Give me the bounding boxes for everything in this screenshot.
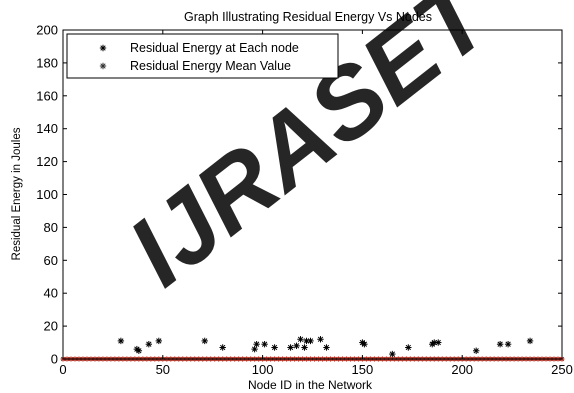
legend: Residual Energy at Each node Residual En… xyxy=(66,33,339,79)
x-tick-label: 150 xyxy=(352,362,374,377)
node-energy-point xyxy=(251,345,258,353)
node-energy-point xyxy=(253,340,260,348)
legend-entry-mean-value: Residual Energy Mean Value xyxy=(130,59,291,73)
node-energy-point xyxy=(201,337,208,345)
legend-marker-mean-value xyxy=(99,62,107,70)
node-energy-point xyxy=(293,342,300,350)
node-energy-point xyxy=(135,347,143,354)
legend-asterisk-mean-value xyxy=(99,62,107,70)
ticks-layer: 0 50 100 150 200 250 0 20 40 60 80 100 120 140 160 180 2… xyxy=(36,23,573,378)
node-energy-point xyxy=(261,340,268,348)
node-energy-point xyxy=(405,344,412,351)
node-energy-point xyxy=(287,344,294,351)
node-energy-point xyxy=(117,337,125,345)
y-tick-label: 40 xyxy=(44,286,58,301)
legend-box xyxy=(66,33,339,79)
node-energy-point xyxy=(271,344,278,351)
node-energy-point xyxy=(361,340,368,348)
x-tick-label: 250 xyxy=(551,362,573,377)
node-energy-point xyxy=(297,336,304,343)
node-energy-point xyxy=(526,337,534,345)
x-tick-label: 100 xyxy=(252,362,274,377)
node-energy-point xyxy=(504,340,512,348)
y-tick-label: 200 xyxy=(36,23,58,38)
node-energy-point xyxy=(496,340,504,348)
y-tick-label: 80 xyxy=(44,220,58,235)
y-tick-label: 0 xyxy=(51,352,58,367)
y-tick-label: 140 xyxy=(36,121,58,136)
node-energy-point xyxy=(472,347,480,354)
node-energy-point xyxy=(317,336,324,343)
node-energy-point xyxy=(389,350,396,358)
y-tick-label: 160 xyxy=(36,88,58,103)
node-energy-point xyxy=(301,344,308,351)
y-tick-label: 20 xyxy=(44,319,58,334)
chart-title: Graph Illustrating Residual Energy Vs No… xyxy=(184,10,432,24)
y-tick-label: 120 xyxy=(36,154,58,169)
legend-entry-residual-energy: Residual Energy at Each node xyxy=(130,41,299,55)
node-energy-point xyxy=(155,337,163,345)
node-energy-point xyxy=(145,340,153,348)
x-tick-label: 50 xyxy=(156,362,170,377)
node-energy-point xyxy=(435,339,442,346)
legend-asterisk-residual-energy xyxy=(99,44,107,52)
y-axis-label: Residual Energy in Joules xyxy=(11,127,23,260)
node-energy-point xyxy=(307,337,314,345)
x-tick-label: 200 xyxy=(451,362,473,377)
x-axis-label: Node ID in the Network xyxy=(248,378,373,392)
node-energy-point xyxy=(431,339,438,346)
node-energy-point xyxy=(323,344,330,351)
y-tick-label: 60 xyxy=(44,253,58,268)
y-tick-label: 180 xyxy=(36,55,58,70)
node-energy-point xyxy=(219,344,226,351)
y-tick-label: 100 xyxy=(36,187,58,202)
node-energy-point xyxy=(303,337,310,345)
x-tick-label: 0 xyxy=(59,362,66,377)
legend-marker-residual-energy xyxy=(99,44,107,52)
